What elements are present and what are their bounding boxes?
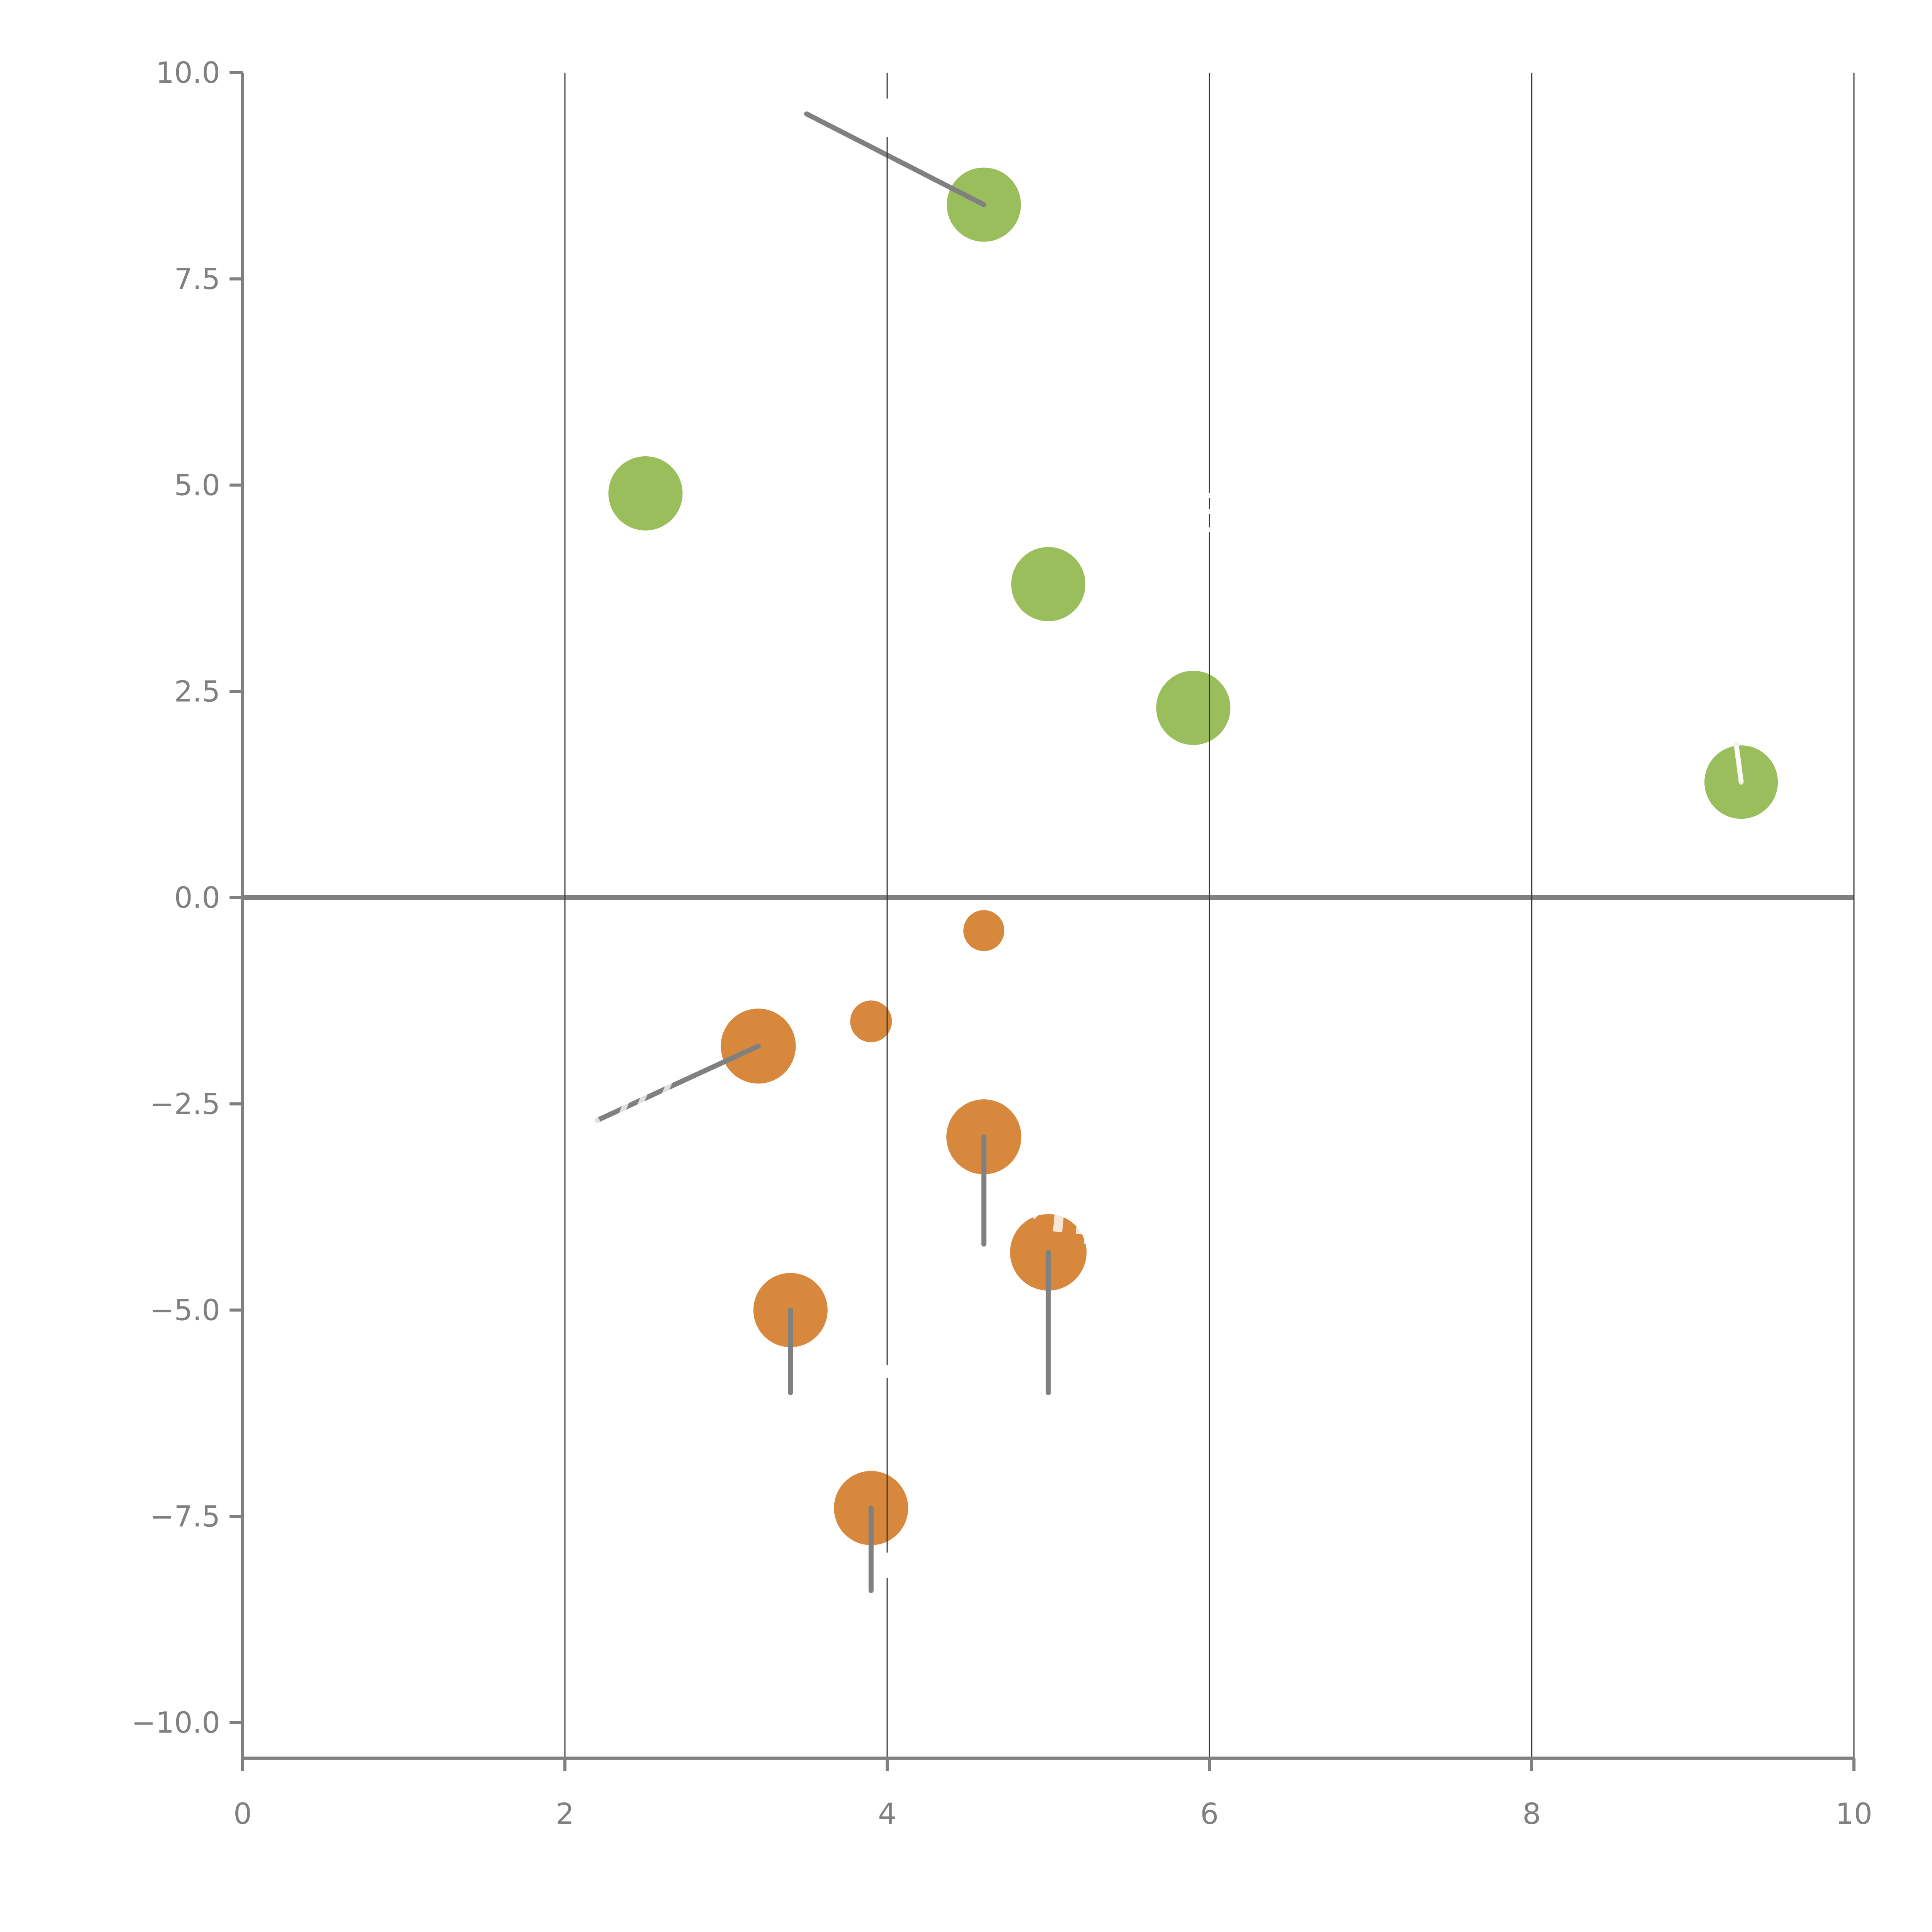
watermark-fragment	[1053, 1199, 1065, 1233]
watermark-fragment	[591, 1117, 600, 1125]
x-tick-label: 8	[1522, 1797, 1541, 1831]
watermark-fragment	[1206, 493, 1213, 498]
watermark-fragment	[1027, 1194, 1050, 1219]
green-bubble	[608, 456, 683, 531]
watermark-fragment	[884, 1553, 890, 1578]
bubble-tail	[804, 111, 986, 207]
orange-bubble	[850, 1000, 892, 1043]
watermark-fragment	[660, 1080, 673, 1099]
y-tick-label: −7.5	[150, 1499, 220, 1533]
watermark-fragment	[1734, 745, 1744, 782]
y-tick-label: 5.0	[174, 468, 220, 502]
y-tick-label: 0.0	[174, 881, 220, 915]
watermark-fragment	[884, 1365, 890, 1378]
green-bubble	[1156, 670, 1231, 745]
y-tick-label: −2.5	[150, 1087, 220, 1121]
watermark-fragment	[1083, 1204, 1105, 1245]
x-tick-label: 4	[878, 1797, 896, 1831]
green-bubble	[1011, 547, 1085, 621]
watermark-fragment	[884, 99, 890, 137]
x-tick-label: 6	[1200, 1797, 1219, 1831]
y-tick-label: −10.0	[131, 1706, 220, 1740]
watermark-fragment	[1206, 527, 1213, 532]
watermark-fragment	[636, 1092, 648, 1110]
x-tick-label: 0	[233, 1797, 252, 1831]
y-tick-label: 2.5	[174, 674, 220, 708]
watermark-fragment	[617, 1100, 629, 1119]
watermark-fragment	[1076, 1204, 1086, 1235]
y-tick-label: 10.0	[156, 56, 220, 90]
y-tick-label: −5.0	[150, 1293, 220, 1327]
y-tick-label: 7.5	[174, 262, 220, 296]
watermark-fragment	[1206, 509, 1213, 514]
x-tick-label: 2	[556, 1797, 574, 1831]
x-tick-label: 10	[1835, 1797, 1872, 1831]
orange-bubble	[963, 910, 1005, 951]
